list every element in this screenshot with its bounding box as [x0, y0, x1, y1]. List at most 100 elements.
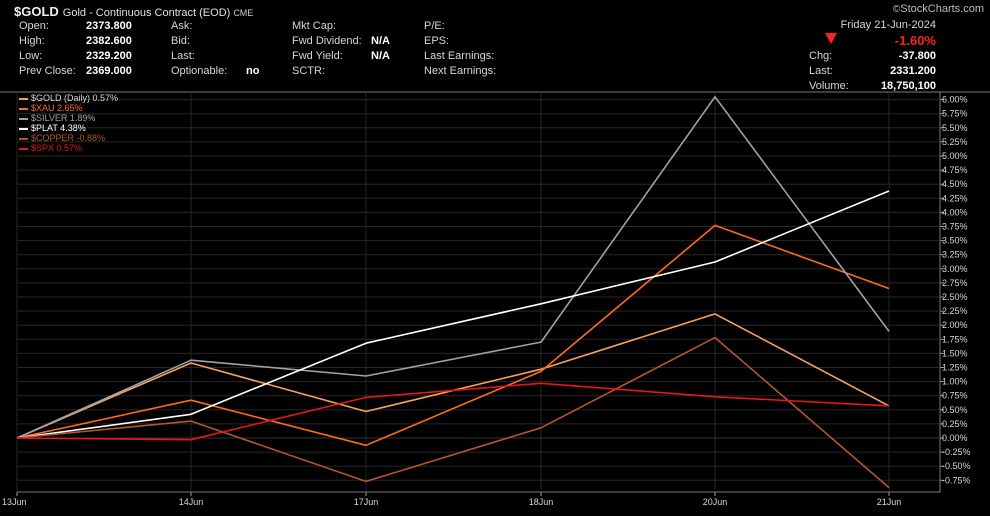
- legend-label: $XAU 2.65%: [31, 103, 83, 113]
- quote-field-label: Mkt Cap:: [292, 20, 337, 32]
- quote-right-value: -37.800: [898, 50, 936, 62]
- series-line: [16, 224, 890, 447]
- legend-swatch: [19, 97, 28, 100]
- down-arrow-icon: [825, 33, 837, 44]
- quote-field-label: Fwd Yield:: [292, 50, 343, 62]
- y-tick-label: 5.50%: [942, 123, 968, 133]
- quote-field: Next Earnings:: [424, 64, 496, 78]
- quote-right-label: Last:: [809, 65, 833, 77]
- legend-item: $XAU 2.65%: [19, 103, 118, 113]
- series-line: [16, 190, 890, 439]
- quote-field-label: SCTR:: [292, 65, 325, 77]
- quote-right-value: 18,750,100: [880, 80, 936, 92]
- quote-field-label: Bid:: [171, 35, 190, 47]
- y-tick-label: 2.75%: [942, 278, 968, 288]
- y-tick-label: 1.50%: [942, 348, 968, 358]
- quote-field-label: High:: [19, 35, 45, 47]
- quote-field: Optionable: no: [171, 64, 259, 78]
- legend-label: $PLAT 4.38%: [31, 123, 86, 133]
- legend-item: $GOLD (Daily) 0.57%: [19, 93, 118, 103]
- quote-right-label: Chg:: [809, 50, 833, 62]
- y-tick-label: 0.50%: [942, 405, 968, 415]
- x-tick-label: 17Jun: [354, 497, 379, 507]
- y-tick-label: 3.50%: [942, 236, 968, 246]
- quote-field-label: EPS:: [424, 35, 450, 47]
- y-tick-label: 2.00%: [942, 320, 968, 330]
- y-tick-label: 1.75%: [942, 334, 968, 344]
- quote-right-value: 2331.200: [890, 65, 936, 77]
- y-tick-label: 0.75%: [942, 391, 968, 401]
- symbol: $GOLD: [14, 4, 59, 19]
- quote-field: Fwd Dividend: N/A: [292, 34, 390, 48]
- quote-field-value: 2373.800: [86, 20, 132, 32]
- y-tick-label: 5.25%: [942, 137, 968, 147]
- quote-panel: Open: 2373.800 High: 2382.600 Low: 2329.200 Pr…: [14, 19, 940, 92]
- quote-field-label: Last:: [171, 50, 195, 62]
- exchange-label: CME: [233, 8, 254, 18]
- quote-field: High: 2382.600: [19, 34, 132, 48]
- quote-field: EPS:: [424, 34, 449, 48]
- quote-field-label: Ask:: [171, 20, 193, 32]
- contract-description: Gold - Continuous Contract (EOD): [62, 7, 231, 19]
- series-line: [16, 96, 890, 439]
- y-tick-label: -0.50%: [942, 461, 971, 471]
- y-tick-label: 2.25%: [942, 306, 968, 316]
- legend-label: $GOLD (Daily) 0.57%: [31, 93, 119, 103]
- quote-field: Prev Close: 2369.000: [19, 64, 132, 78]
- brand-logo[interactable]: ©StockCharts.com: [892, 3, 984, 15]
- quote-field-value: N/A: [371, 35, 390, 47]
- plot-area: [16, 91, 941, 493]
- y-tick-label: 3.75%: [942, 222, 968, 232]
- change-percent: -1.60%: [894, 33, 936, 48]
- x-tick-label: 13Jun: [2, 497, 27, 507]
- legend-label: $SILVER 1.89%: [31, 113, 96, 123]
- quote-field: Last Earnings:: [424, 49, 494, 63]
- quote-field: Bid:: [171, 34, 190, 48]
- y-tick-label: 1.00%: [942, 377, 968, 387]
- legend-item: $COPPER -0.88%: [19, 133, 118, 143]
- y-tick-label: 3.25%: [942, 250, 968, 260]
- legend-item: $SILVER 1.89%: [19, 113, 118, 123]
- quote-date: Friday 21-Jun-2024: [840, 19, 936, 31]
- y-tick-label: 0.25%: [942, 419, 968, 429]
- y-tick-label: 2.50%: [942, 292, 968, 302]
- x-tick-label: 20Jun: [703, 497, 728, 507]
- quote-field: P/E:: [424, 19, 445, 33]
- quote-field-label: Next Earnings:: [424, 65, 497, 77]
- y-tick-label: 4.00%: [942, 207, 968, 217]
- quote-field-value: no: [246, 65, 260, 77]
- legend-swatch: [19, 107, 28, 110]
- quote-field-value: 2369.000: [86, 65, 132, 77]
- quote-field-value: 2382.600: [86, 35, 132, 47]
- y-tick-label: 3.00%: [942, 264, 968, 274]
- quote-field: Last:: [171, 49, 195, 63]
- series-line: [16, 336, 890, 489]
- quote-field-value: N/A: [371, 50, 390, 62]
- chart-legend: $GOLD (Daily) 0.57% $XAU 2.65% $SILVER 1.8…: [19, 93, 118, 153]
- chart-title: $GOLD Gold - Continuous Contract (EOD) CME: [14, 3, 253, 19]
- y-tick-label: 4.50%: [942, 179, 968, 189]
- legend-swatch: [19, 137, 28, 140]
- x-tick-label: 21Jun: [877, 497, 902, 507]
- y-tick-label: 4.75%: [942, 165, 968, 175]
- y-tick-label: 0.00%: [942, 433, 968, 443]
- legend-item: $PLAT 4.38%: [19, 123, 118, 133]
- quote-field-value: 2329.200: [86, 50, 132, 62]
- series-line: [16, 382, 890, 441]
- x-tick-label: 18Jun: [529, 497, 554, 507]
- x-tick-label: 14Jun: [179, 497, 204, 507]
- quote-field-label: P/E:: [424, 20, 445, 32]
- y-tick-label: 5.00%: [942, 151, 968, 161]
- y-tick-label: 6.00%: [942, 95, 968, 105]
- y-tick-label: 5.75%: [942, 109, 968, 119]
- quote-field-label: Optionable:: [171, 65, 228, 77]
- quote-field: Low: 2329.200: [19, 49, 132, 63]
- quote-field-label: Open:: [19, 20, 49, 32]
- y-tick-label: -0.75%: [942, 475, 971, 485]
- legend-item: $SPX 0.57%: [19, 143, 118, 153]
- quote-field: Ask:: [171, 19, 192, 33]
- quote-field: Open: 2373.800: [19, 19, 132, 33]
- legend-label: $SPX 0.57%: [31, 143, 83, 153]
